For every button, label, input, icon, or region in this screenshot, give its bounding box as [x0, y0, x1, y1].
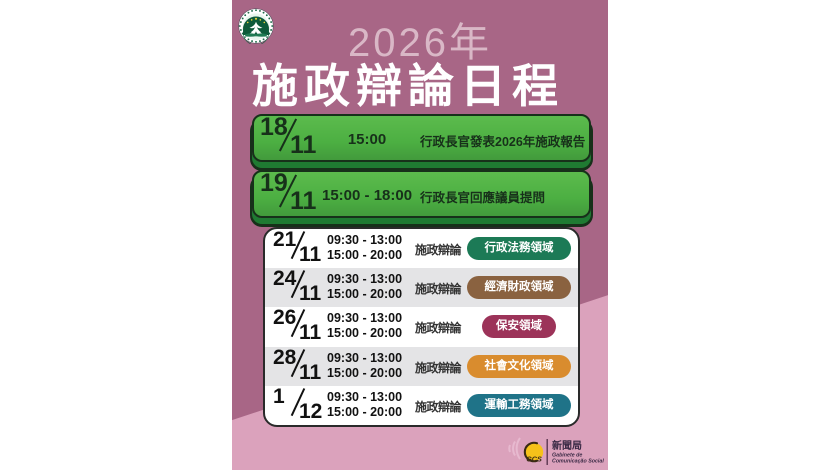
svg-text:GCS: GCS: [526, 455, 542, 464]
svg-text:Comunicação Social: Comunicação Social: [552, 459, 604, 465]
svg-text:新聞局: 新聞局: [552, 439, 582, 452]
